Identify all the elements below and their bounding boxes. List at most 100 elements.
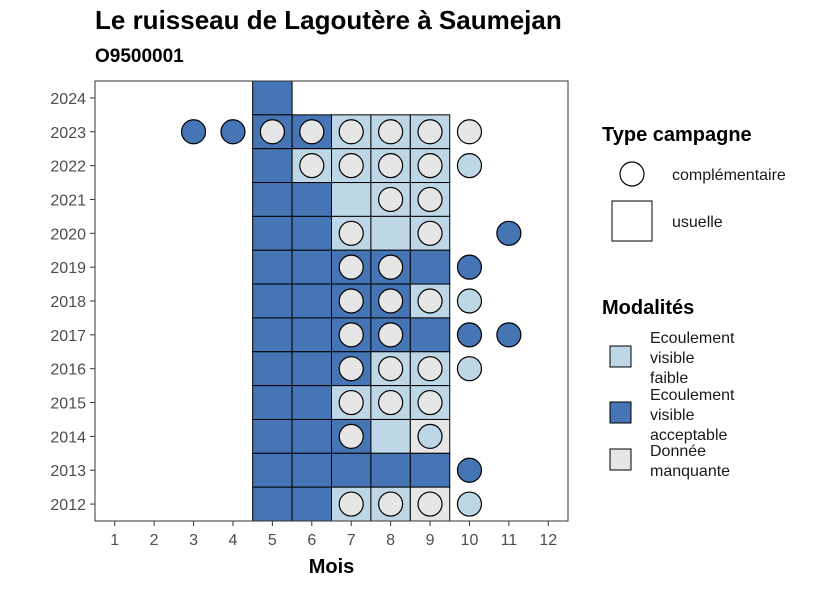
- circle-2019-8: [378, 254, 404, 280]
- circle-2021-9: [417, 186, 443, 213]
- square-2013-9: [409, 452, 451, 488]
- y-tick-label: 2020: [50, 226, 86, 243]
- circle-2017-11: [496, 322, 522, 348]
- square-2021-5: [252, 182, 293, 217]
- square-2013-7: [331, 452, 372, 488]
- square-2014-8: [370, 418, 411, 454]
- square-2024-5: [252, 80, 293, 116]
- circle-2012-10: [456, 491, 483, 517]
- square-2016-6: [291, 351, 333, 387]
- y-tick-label: 2017: [50, 328, 86, 345]
- y-tick-label: 2024: [50, 91, 86, 108]
- square-2017-9: [409, 317, 451, 353]
- circle-2023-3: [180, 119, 207, 145]
- y-tick-label: 2022: [50, 159, 86, 176]
- circle-2023-6: [299, 119, 325, 145]
- y-tick-label: 2013: [50, 463, 86, 480]
- legend-key-faible: [609, 345, 632, 368]
- x-tick-label: 7: [347, 532, 356, 549]
- x-tick-label: 4: [229, 532, 238, 549]
- circle-2017-10: [456, 322, 483, 348]
- square-2016-5: [252, 351, 293, 387]
- legend-modal-label: manquante: [650, 463, 730, 480]
- square-2021-7: [331, 182, 372, 217]
- x-tick-label: 5: [268, 532, 277, 549]
- y-tick-label: 2021: [50, 192, 86, 209]
- legend-key-acceptable: [609, 401, 632, 424]
- circle-2021-8: [378, 186, 404, 213]
- circle-2020-11: [496, 220, 522, 246]
- circle-2015-7: [338, 389, 364, 416]
- circle-2017-7: [338, 322, 364, 348]
- x-tick-label: 11: [501, 532, 518, 549]
- legend-modal-label: visible: [650, 350, 695, 367]
- square-2012-6: [291, 486, 333, 522]
- circle-2023-10: [456, 119, 483, 145]
- y-tick-label: 2014: [50, 429, 86, 446]
- square-2013-5: [252, 452, 293, 488]
- square-2014-6: [291, 418, 333, 454]
- square-2017-5: [252, 317, 293, 353]
- square-2015-5: [252, 385, 293, 420]
- square-2013-8: [370, 452, 411, 488]
- circle-2020-7: [338, 220, 364, 246]
- circle-2022-6: [299, 153, 325, 179]
- square-2013-6: [291, 452, 333, 488]
- circle-2018-8: [378, 288, 404, 314]
- circle-2018-9: [417, 288, 443, 314]
- circle-2013-10: [456, 457, 483, 483]
- x-tick-label: 10: [461, 532, 479, 549]
- x-tick-label: 2: [150, 532, 159, 549]
- circle-2020-9: [417, 220, 443, 246]
- circle-2015-8: [378, 389, 404, 416]
- circle-2023-8: [378, 119, 404, 145]
- square-2019-6: [291, 249, 333, 285]
- legend-key-manquante: [609, 448, 632, 471]
- circle-2016-10: [456, 356, 483, 382]
- circle-2022-9: [417, 153, 443, 179]
- square-2018-5: [252, 283, 293, 319]
- legend-square-key: [611, 200, 653, 242]
- square-2020-6: [291, 215, 333, 251]
- x-axis-title: Mois: [309, 556, 355, 578]
- chart-subtitle: O9500001: [95, 46, 184, 67]
- square-2020-8: [370, 215, 411, 251]
- legend-modal-label: acceptable: [650, 427, 727, 444]
- legend-type-label: usuelle: [672, 214, 723, 231]
- circle-2022-10: [456, 153, 483, 179]
- circle-2019-7: [338, 254, 364, 280]
- x-tick-label: 1: [110, 532, 119, 549]
- circle-2019-10: [456, 254, 483, 280]
- circle-2014-9: [417, 423, 443, 449]
- circle-2023-7: [338, 119, 364, 145]
- legend-type-label: complémentaire: [672, 167, 786, 184]
- y-tick-label: 2019: [50, 260, 86, 277]
- circle-2016-7: [338, 356, 364, 382]
- circle-2017-8: [378, 322, 404, 348]
- circle-2018-7: [338, 288, 364, 314]
- circle-2015-9: [417, 389, 443, 416]
- square-2021-6: [291, 182, 333, 217]
- circle-2022-7: [338, 153, 364, 179]
- x-tick-label: 6: [307, 532, 316, 549]
- circle-2016-8: [378, 356, 404, 382]
- circle-2014-7: [338, 423, 364, 449]
- legend-modal-label: Donnée: [650, 443, 706, 460]
- x-tick-label: 9: [426, 532, 435, 549]
- x-tick-label: 12: [539, 532, 557, 549]
- square-2014-5: [252, 418, 293, 454]
- circle-2023-5: [259, 119, 285, 145]
- y-tick-label: 2016: [50, 362, 86, 379]
- legend-modal-title: Modalités: [602, 297, 694, 319]
- legend-type-title: Type campagne: [602, 124, 752, 146]
- square-2019-5: [252, 249, 293, 285]
- square-2015-6: [291, 385, 333, 420]
- square-2022-5: [252, 148, 293, 184]
- legend-modal-label: faible: [650, 370, 688, 387]
- square-2017-6: [291, 317, 333, 353]
- circle-2023-9: [417, 119, 443, 145]
- legend-modal-label: visible: [650, 407, 695, 424]
- square-2020-5: [252, 215, 293, 251]
- circle-2012-7: [338, 491, 364, 517]
- x-tick-label: 3: [189, 532, 198, 549]
